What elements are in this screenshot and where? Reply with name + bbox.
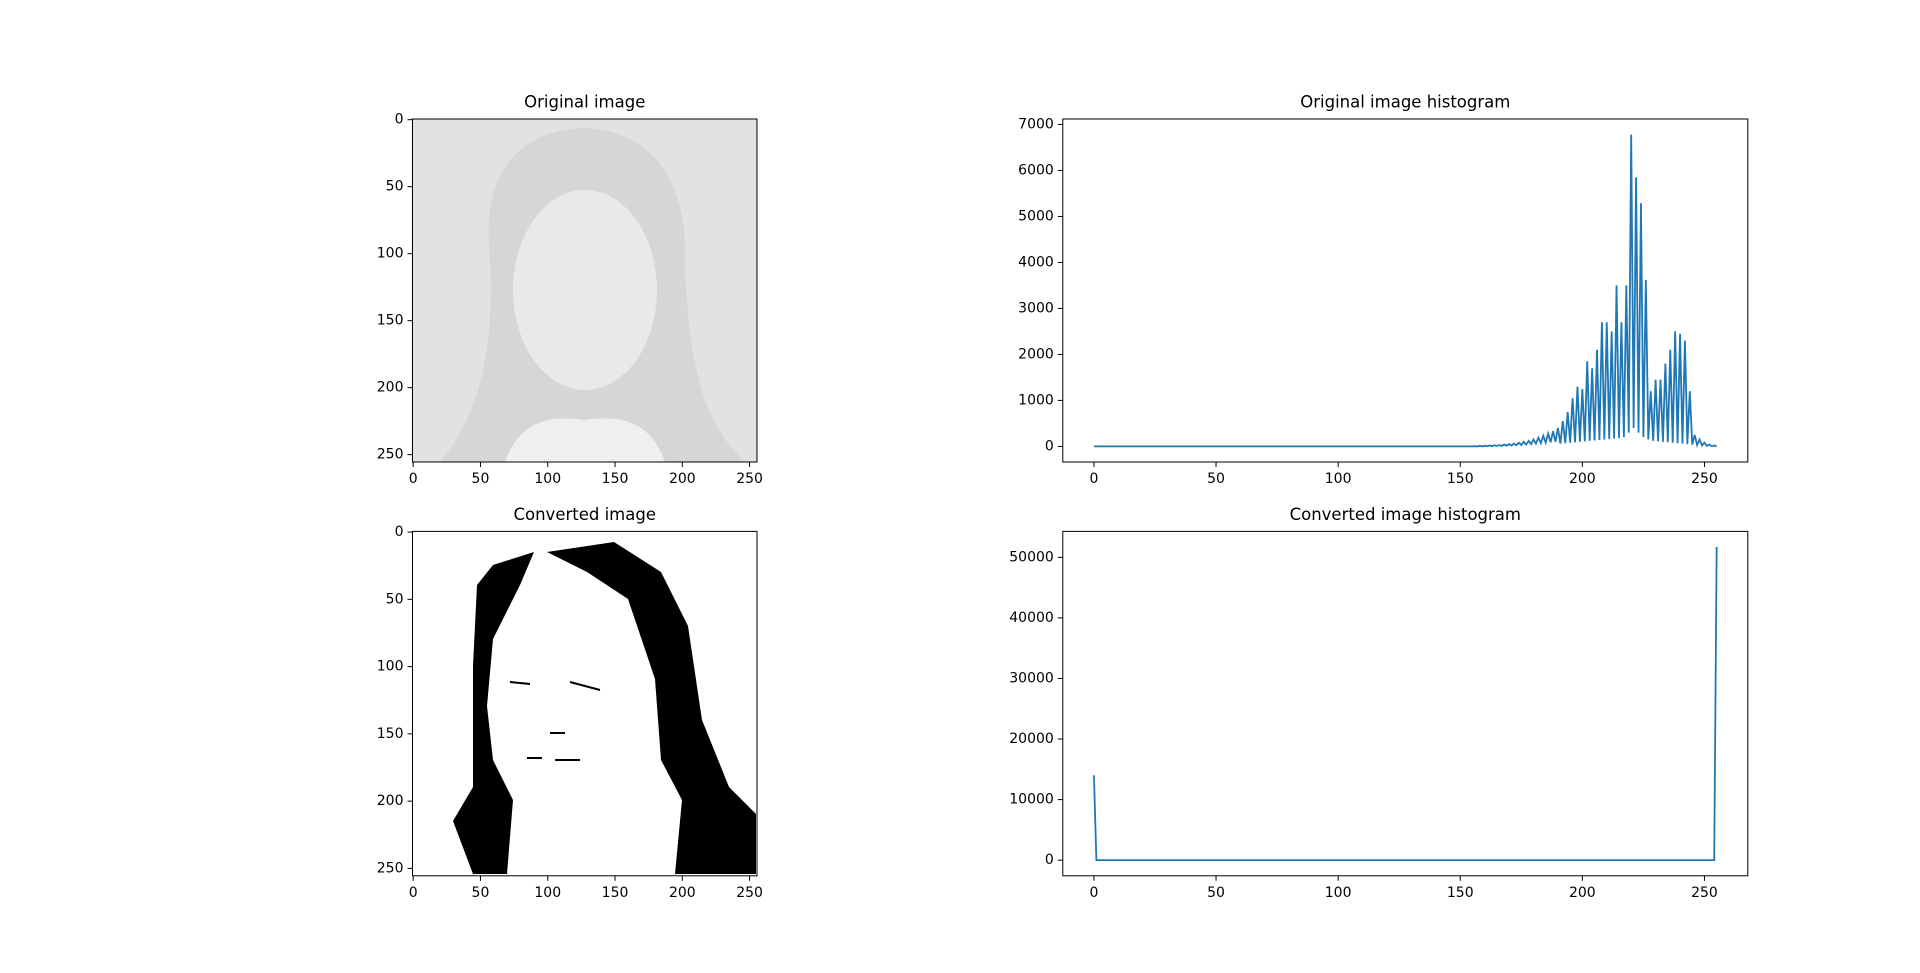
x-tick-label: 250 xyxy=(736,885,763,901)
x-tick-label: 200 xyxy=(669,471,696,487)
axes-frame xyxy=(1062,118,1749,463)
histogram-line xyxy=(1093,547,1718,862)
y-tick-label: 6000 xyxy=(1018,162,1054,178)
y-tick-label: 50 xyxy=(386,591,404,607)
x-tick-label: 150 xyxy=(1447,471,1474,487)
hair-right xyxy=(547,542,756,874)
histogram-line xyxy=(1093,134,1717,448)
y-tick-label: 40000 xyxy=(1009,610,1054,626)
axes-frame xyxy=(412,118,758,463)
face-features xyxy=(509,681,601,761)
axes-frame xyxy=(1062,530,1749,877)
x-tick-label: 250 xyxy=(1691,471,1718,487)
y-tick-label: 0 xyxy=(395,112,404,128)
converted-image xyxy=(412,531,757,876)
face xyxy=(513,190,657,390)
y-tick-label: 1000 xyxy=(1018,392,1054,408)
chart-title: Converted image xyxy=(513,505,656,524)
x-tick-label: 100 xyxy=(1325,471,1352,487)
y-tick-label: 4000 xyxy=(1018,254,1054,270)
chart-title: Original image histogram xyxy=(1300,93,1510,112)
y-tick-label: 30000 xyxy=(1009,670,1054,686)
x-tick-label: 100 xyxy=(534,471,561,487)
chart-title: Original image xyxy=(524,93,645,112)
x-tick-label: 0 xyxy=(409,471,418,487)
y-tick-label: 0 xyxy=(1045,852,1054,868)
y-tick-label: 250 xyxy=(377,860,404,876)
y-tick-label: 150 xyxy=(377,313,404,329)
y-tick-label: 10000 xyxy=(1009,792,1054,808)
x-tick-label: 50 xyxy=(472,885,490,901)
x-tick-label: 150 xyxy=(1447,885,1474,901)
x-tick-label: 50 xyxy=(1207,471,1225,487)
y-tick-label: 50000 xyxy=(1009,549,1054,565)
axes-frame xyxy=(412,530,758,877)
x-tick-label: 50 xyxy=(1207,885,1225,901)
x-tick-label: 200 xyxy=(669,885,696,901)
y-tick-label: 50 xyxy=(386,179,404,195)
x-tick-label: 0 xyxy=(1089,471,1098,487)
y-tick-label: 2000 xyxy=(1018,346,1054,362)
y-tick-label: 100 xyxy=(377,246,404,262)
y-tick-label: 7000 xyxy=(1018,116,1054,132)
x-tick-label: 100 xyxy=(534,885,561,901)
x-tick-label: 50 xyxy=(472,471,490,487)
y-tick-label: 0 xyxy=(1045,438,1054,454)
y-tick-label: 0 xyxy=(395,524,404,540)
x-tick-label: 200 xyxy=(1569,885,1596,901)
y-tick-label: 200 xyxy=(377,380,404,396)
x-tick-label: 150 xyxy=(602,471,629,487)
x-tick-label: 0 xyxy=(1089,885,1098,901)
hair-left xyxy=(453,552,534,874)
x-tick-label: 150 xyxy=(602,885,629,901)
y-tick-label: 100 xyxy=(377,659,404,675)
y-tick-label: 200 xyxy=(377,793,404,809)
y-tick-label: 3000 xyxy=(1018,300,1054,316)
y-tick-label: 150 xyxy=(377,726,404,742)
y-tick-label: 250 xyxy=(377,447,404,463)
x-tick-label: 200 xyxy=(1569,471,1596,487)
shirt xyxy=(505,418,665,462)
x-tick-label: 100 xyxy=(1325,885,1352,901)
x-tick-label: 250 xyxy=(736,471,763,487)
original-image xyxy=(412,119,757,462)
y-tick-label: 5000 xyxy=(1018,208,1054,224)
chart-title: Converted image histogram xyxy=(1290,505,1521,524)
y-tick-label: 20000 xyxy=(1009,731,1054,747)
x-tick-label: 0 xyxy=(409,885,418,901)
x-tick-label: 250 xyxy=(1691,885,1718,901)
